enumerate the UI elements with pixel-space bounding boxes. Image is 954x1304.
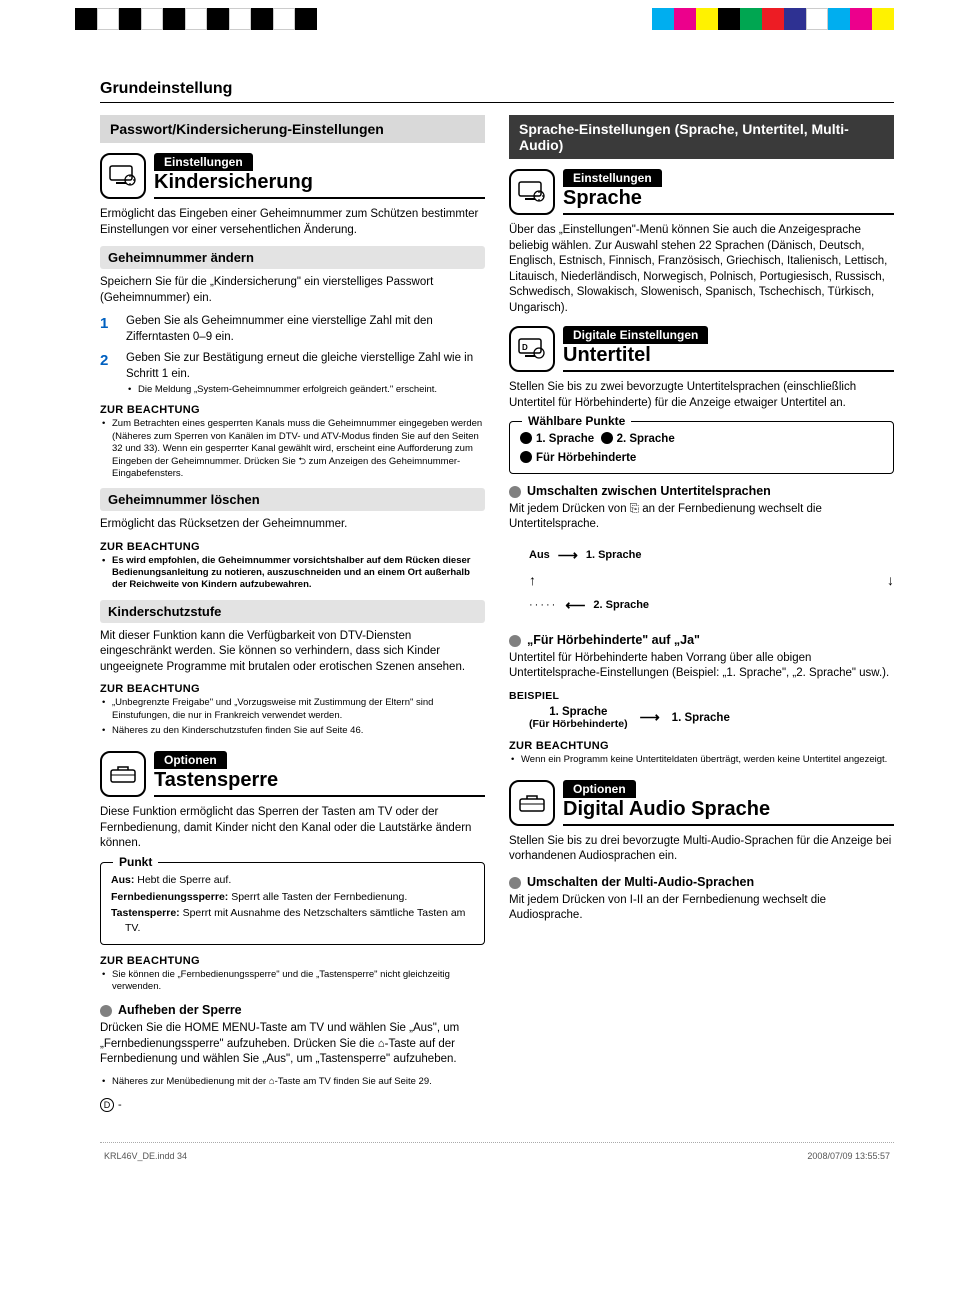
frame-options: 1. Sprache 2. Sprache Für Hörbehinderte [520, 430, 883, 467]
note-list: Es wird empfohlen, die Geheimnummer vors… [100, 555, 485, 592]
note-heading: ZUR BEACHTUNG [100, 955, 485, 967]
menu-super: Einstellungen [563, 169, 662, 187]
note-heading: ZUR BEACHTUNG [509, 740, 894, 752]
step-2: Geben Sie zur Bestätigung erneut die gle… [100, 351, 485, 396]
steps-list: Geben Sie als Geheimnummer eine vierstel… [100, 314, 485, 396]
arrow-right-icon: ⟶ [558, 543, 578, 568]
para: Mit dieser Funktion kann die Verfügbarke… [100, 629, 485, 676]
page-mark: D - [100, 1098, 485, 1112]
note-item: Es wird empfohlen, die Geheimnummer vors… [100, 555, 485, 592]
left-column: Passwort/Kindersicherung-Einstellungen E… [100, 115, 485, 1112]
menu-tastensperre: Optionen Tastensperre [100, 751, 485, 797]
menu-title: Digital Audio Sprache [563, 798, 894, 826]
note-heading: ZUR BEACHTUNG [100, 541, 485, 553]
arrow-left-icon: ⟵ [565, 593, 585, 618]
section-header-passwort: Passwort/Kindersicherung-Einstellungen [100, 115, 485, 143]
note-item: Zum Betrachten eines gesperrten Kanals m… [100, 418, 485, 480]
menu-title: Tastensperre [154, 769, 485, 797]
footer-date: 2008/07/09 13:55:57 [807, 1151, 890, 1161]
arrow-up-icon: ↑ [529, 568, 536, 593]
menu-title: Untertitel [563, 344, 894, 372]
example-label: BEISPIEL [509, 690, 894, 702]
menu-super: Einstellungen [154, 153, 253, 171]
note-heading: ZUR BEACHTUNG [100, 404, 485, 416]
svg-text:D: D [522, 343, 528, 352]
menu-digital-audio: Optionen Digital Audio Sprache [509, 780, 894, 826]
section-header-sprache: Sprache-Einstellungen (Sprache, Untertit… [509, 115, 894, 159]
example-diagram: 1. Sprache (Für Hörbehinderte) ⟶ 1. Spra… [529, 706, 894, 730]
settings-tv-icon [509, 169, 555, 215]
para: Ermöglicht das Rücksetzen der Geheimnumm… [100, 517, 485, 533]
frame-title: Punkt [113, 855, 158, 869]
menu-sprache: Einstellungen Sprache [509, 169, 894, 215]
waehlbare-punkte-frame: Wählbare Punkte 1. Sprache 2. Sprache Fü… [509, 421, 894, 474]
note-item: Sie können die „Fernbedienungssperre" un… [100, 969, 485, 994]
para: Mit jedem Drücken von I-II an der Fernbe… [509, 893, 894, 924]
subheader-kinderschutzstufe: Kinderschutzstufe [100, 600, 485, 623]
frame-item: Aus: Hebt die Sperre auf. [111, 873, 474, 888]
dot-heading-aufheben: Aufheben der Sperre [100, 1003, 485, 1017]
note-list: Zum Betrachten eines gesperrten Kanals m… [100, 418, 485, 480]
menu-kindersicherung: Einstellungen Kindersicherung [100, 153, 485, 199]
page-title: Grundeinstellung [100, 80, 894, 103]
note-item: Näheres zu den Kinderschutzstufen finden… [100, 725, 485, 737]
para: Untertitel für Hörbehinderte haben Vorra… [509, 651, 894, 682]
note-list: Wenn ein Programm keine Untertiteldaten … [509, 754, 894, 766]
menu-untertitel: D Digitale Einstellungen Untertitel [509, 326, 894, 372]
para: Drücken Sie die HOME MENU-Taste am TV un… [100, 1021, 485, 1068]
frame-title: Wählbare Punkte [522, 414, 631, 428]
digital-settings-icon: D [509, 326, 555, 372]
intro-text: Über das „Einstellungen"-Menü können Sie… [509, 223, 894, 316]
step-1: Geben Sie als Geheimnummer eine vierstel… [100, 314, 485, 345]
para: Speichern Sie für die „Kindersicherung" … [100, 275, 485, 306]
options-toolbox-icon [100, 751, 146, 797]
note-item: Näheres zur Menübedienung mit der ⌂-Tast… [100, 1076, 485, 1088]
para: Mit jedem Drücken von ⎘ an der Fernbedie… [509, 502, 894, 533]
bullet-icon [520, 432, 532, 444]
frame-item: Tastensperre: Sperrt mit Ausnahme des Ne… [111, 906, 474, 935]
menu-title: Kindersicherung [154, 171, 485, 199]
arrow-down-icon: ↓ [887, 568, 894, 593]
intro-text: Ermöglicht das Eingeben einer Geheimnumm… [100, 207, 485, 238]
frame-item: Fernbedienungssperre: Sperrt alle Tasten… [111, 890, 474, 905]
note-list: Sie können die „Fernbedienungssperre" un… [100, 969, 485, 994]
registration-bar-right [652, 8, 894, 30]
subheader-geheimnummer-aendern: Geheimnummer ändern [100, 246, 485, 269]
step-sub: Die Meldung „System-Geheimnummer erfolgr… [126, 384, 485, 396]
options-toolbox-icon [509, 780, 555, 826]
print-footer: KRL46V_DE.indd 34 2008/07/09 13:55:57 [100, 1142, 894, 1161]
settings-tv-icon [100, 153, 146, 199]
dot-heading-umschalten-audio: Umschalten der Multi-Audio-Sprachen [509, 875, 894, 889]
subtitle-cycle-diagram: Aus ⟶ 1. Sprache ⟶ ↑ ↓ ····· ⟵ 2. Sprach… [509, 543, 894, 619]
intro-text: Diese Funktion ermöglicht das Sperren de… [100, 805, 485, 852]
menu-super: Optionen [563, 780, 636, 798]
menu-super: Optionen [154, 751, 227, 769]
note-item: „Unbegrenzte Freigabe" und „Vorzugsweise… [100, 697, 485, 722]
dot-heading-umschalten-untertitel: Umschalten zwischen Untertitelsprachen [509, 484, 894, 498]
arrow-right-icon: ⟶ [640, 709, 660, 726]
note-list: „Unbegrenzte Freigabe" und „Vorzugsweise… [100, 697, 485, 737]
menu-title: Sprache [563, 187, 894, 215]
note-list: Näheres zur Menübedienung mit der ⌂-Tast… [100, 1076, 485, 1088]
bullet-icon [601, 432, 613, 444]
right-column: Sprache-Einstellungen (Sprache, Untertit… [509, 115, 894, 1112]
menu-super: Digitale Einstellungen [563, 326, 708, 344]
subheader-geheimnummer-loeschen: Geheimnummer löschen [100, 488, 485, 511]
note-item: Wenn ein Programm keine Untertiteldaten … [509, 754, 894, 766]
intro-text: Stellen Sie bis zu zwei bevorzugte Unter… [509, 380, 894, 411]
bullet-icon [520, 451, 532, 463]
note-heading: ZUR BEACHTUNG [100, 683, 485, 695]
footer-file: KRL46V_DE.indd 34 [104, 1151, 187, 1161]
intro-text: Stellen Sie bis zu drei bevorzugte Multi… [509, 834, 894, 865]
punkt-frame: Punkt Aus: Hebt die Sperre auf. Fernbedi… [100, 862, 485, 945]
registration-bar-left [75, 8, 317, 30]
dot-heading-hoerbehinderte: „Für Hörbehinderte" auf „Ja" [509, 633, 894, 647]
